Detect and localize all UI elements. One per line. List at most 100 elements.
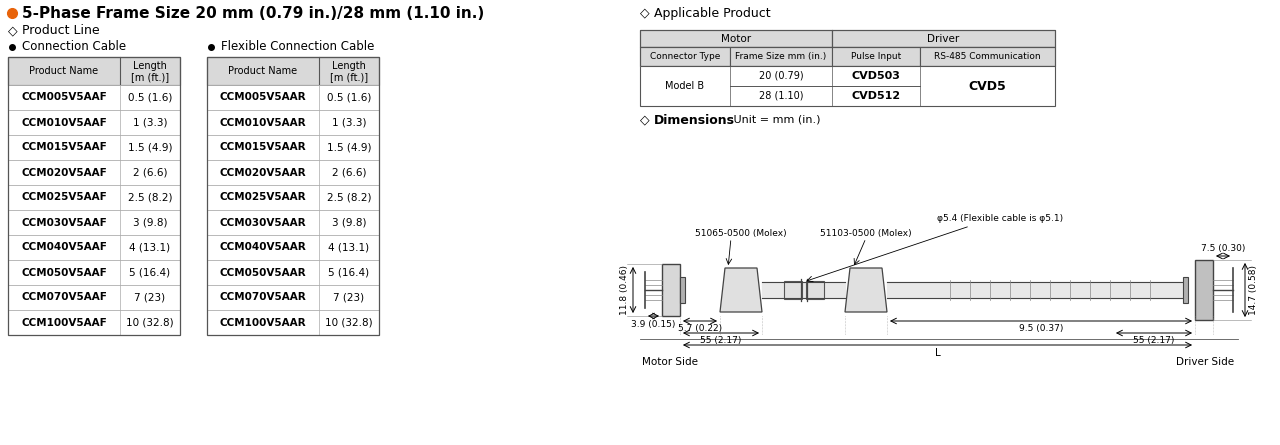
Text: 3 (9.8): 3 (9.8) [133,218,168,227]
Text: 55 (2.17): 55 (2.17) [1133,336,1175,345]
Bar [8,210,180,235]
Bar [8,160,180,185]
Text: Product Name: Product Name [228,66,297,76]
Text: CCM030V5AAF: CCM030V5AAF [22,218,106,227]
Text: 11.8 (0.46): 11.8 (0.46) [620,265,628,315]
Text: Pulse Input: Pulse Input [851,52,901,61]
Text: Dimensions: Dimensions [654,113,735,126]
Bar [680,277,685,303]
Bar [207,57,379,85]
Bar [1196,260,1213,320]
Bar [832,66,920,86]
Text: ◇: ◇ [640,113,650,126]
Text: CCM015V5AAR: CCM015V5AAR [220,142,306,153]
Text: 1.5 (4.9): 1.5 (4.9) [326,142,371,153]
Text: 3.9 (0.15): 3.9 (0.15) [631,320,676,329]
Bar [207,110,379,135]
Text: CCM025V5AAR: CCM025V5AAR [220,193,306,202]
Text: 0.5 (1.6): 0.5 (1.6) [326,93,371,102]
Text: CCM050V5AAF: CCM050V5AAF [22,267,106,278]
Bar [662,264,680,316]
Text: Product Line: Product Line [22,24,100,37]
Bar [640,47,1055,66]
Bar [8,310,180,335]
Bar [640,30,1055,47]
Text: CCM040V5AAF: CCM040V5AAF [20,243,108,252]
Bar [640,66,730,106]
Text: ◇: ◇ [8,24,18,37]
Bar [783,281,801,299]
Bar [832,86,920,106]
Text: CVD503: CVD503 [851,71,900,81]
Text: 4 (13.1): 4 (13.1) [129,243,170,252]
Bar [207,57,379,335]
Text: 7 (23): 7 (23) [134,292,165,303]
Text: 5 (16.4): 5 (16.4) [329,267,370,278]
Bar [8,185,180,210]
Text: CCM005V5AAR: CCM005V5AAR [220,93,306,102]
Text: 2 (6.6): 2 (6.6) [332,167,366,178]
Bar [920,47,1055,66]
Text: CCM010V5AAF: CCM010V5AAF [22,117,106,128]
Polygon shape [845,268,887,312]
Text: Flexible Connection Cable: Flexible Connection Cable [221,40,374,53]
Bar [8,235,180,260]
Bar [1183,277,1188,303]
Bar [730,66,832,86]
Bar [8,85,180,110]
Text: L: L [934,348,941,358]
Text: CCM020V5AAF: CCM020V5AAF [22,167,106,178]
Text: 10 (32.8): 10 (32.8) [127,317,174,328]
Bar [730,47,832,66]
Bar [8,110,180,135]
Bar [832,30,1055,47]
Text: CCM015V5AAF: CCM015V5AAF [22,142,106,153]
Text: CCM070V5AAF: CCM070V5AAF [20,292,108,303]
Bar [207,210,379,235]
Text: CCM020V5AAR: CCM020V5AAR [220,167,306,178]
Text: Length: Length [332,61,366,71]
Text: 3 (9.8): 3 (9.8) [332,218,366,227]
Bar [207,235,379,260]
Bar [730,86,832,106]
Bar [8,57,180,85]
Bar [640,47,730,66]
Text: 4 (13.1): 4 (13.1) [329,243,370,252]
Text: Connector Type: Connector Type [650,52,721,61]
Text: 7 (23): 7 (23) [333,292,365,303]
Text: 55 (2.17): 55 (2.17) [700,336,741,345]
Text: 0.5 (1.6): 0.5 (1.6) [128,93,173,102]
Text: 2.5 (8.2): 2.5 (8.2) [128,193,173,202]
Text: 2.5 (8.2): 2.5 (8.2) [326,193,371,202]
Bar [805,281,823,299]
Text: 5.7 (0.22): 5.7 (0.22) [678,324,722,333]
Bar [207,285,379,310]
Text: 14.7 (0.58): 14.7 (0.58) [1249,265,1258,315]
Text: 1 (3.3): 1 (3.3) [133,117,168,128]
Bar [8,260,180,285]
Bar [207,260,379,285]
Text: Length: Length [133,61,166,71]
Text: CCM100V5AAF: CCM100V5AAF [22,317,106,328]
Text: φ5.4 (Flexible cable is φ5.1): φ5.4 (Flexible cable is φ5.1) [937,214,1064,223]
Text: 9.5 (0.37): 9.5 (0.37) [1019,324,1064,333]
Polygon shape [719,268,762,312]
Text: CCM030V5AAR: CCM030V5AAR [220,218,306,227]
Text: Unit = mm (in.): Unit = mm (in.) [730,115,820,125]
Text: 51065-0500 (Molex): 51065-0500 (Molex) [695,229,787,238]
Bar [8,285,180,310]
Text: 28 (1.10): 28 (1.10) [759,91,804,101]
Bar [8,57,180,335]
Text: CCM100V5AAR: CCM100V5AAR [220,317,306,328]
Text: CVD5: CVD5 [969,80,1006,93]
Bar [832,47,920,66]
Text: 20 (0.79): 20 (0.79) [759,71,804,81]
Bar [920,66,1055,106]
Text: Motor: Motor [721,33,751,44]
Text: Driver: Driver [928,33,960,44]
Text: 5-Phase Frame Size 20 mm (0.79 in.)/28 mm (1.10 in.): 5-Phase Frame Size 20 mm (0.79 in.)/28 m… [22,5,484,20]
Text: Motor Side: Motor Side [643,357,698,367]
Text: CCM050V5AAR: CCM050V5AAR [220,267,306,278]
Text: Product Name: Product Name [29,66,99,76]
Text: Frame Size mm (in.): Frame Size mm (in.) [736,52,827,61]
